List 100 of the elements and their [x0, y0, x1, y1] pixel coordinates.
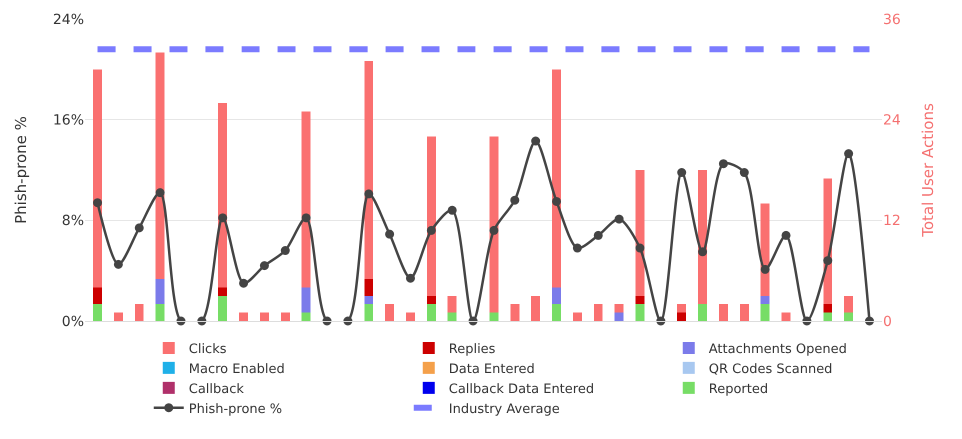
- y2-tick-label: 0: [883, 314, 892, 330]
- bar: [426, 296, 436, 304]
- bar: [760, 296, 770, 304]
- legend-label: Data Entered: [448, 362, 535, 377]
- bar: [718, 304, 728, 321]
- bar: [93, 69, 102, 288]
- bar: [364, 279, 374, 296]
- legend-label: Industry Average: [448, 402, 560, 417]
- bar: [114, 312, 123, 321]
- point: [531, 136, 540, 146]
- bar: [93, 287, 102, 304]
- point: [614, 214, 624, 224]
- bar: [260, 312, 269, 321]
- y-axis-title: Phish-prone %: [12, 116, 30, 224]
- bar: [823, 312, 832, 321]
- legend-label: Replies: [448, 342, 496, 358]
- bar: [552, 287, 562, 304]
- point: [782, 230, 791, 240]
- point: [302, 213, 311, 222]
- point: [280, 246, 290, 256]
- point: [93, 198, 102, 208]
- bar: [572, 312, 582, 321]
- bar: [364, 60, 374, 280]
- bar: [218, 287, 228, 296]
- bar: [844, 312, 854, 321]
- bar: [156, 52, 165, 280]
- bar: [239, 312, 248, 321]
- bar: [302, 287, 311, 313]
- point: [489, 226, 498, 235]
- legend-label: Phish-prone %: [188, 402, 282, 417]
- point: [134, 223, 144, 232]
- bar: [280, 312, 290, 321]
- bar: [531, 296, 540, 321]
- bar: [635, 296, 644, 304]
- y2-tick-label: 24: [883, 112, 901, 129]
- bar: [218, 102, 228, 288]
- legend-label: Attachments Opened: [708, 342, 847, 358]
- point: [698, 247, 708, 256]
- point: [510, 196, 520, 205]
- bar: [760, 304, 770, 321]
- bar: [218, 296, 228, 321]
- bar: [782, 312, 791, 321]
- point: [677, 168, 686, 178]
- bar: [302, 111, 311, 288]
- bar: [302, 312, 311, 321]
- bar: [364, 304, 374, 321]
- bar: [426, 304, 436, 321]
- bar: [677, 312, 686, 321]
- bar: [385, 304, 394, 321]
- bar: [134, 304, 144, 321]
- y2-tick-label: 36: [883, 12, 901, 28]
- bar: [448, 312, 457, 321]
- bar: [156, 304, 165, 321]
- bar: [844, 296, 854, 313]
- bar: [364, 296, 374, 304]
- y-tick-label: 0%: [62, 314, 84, 330]
- bar: [448, 296, 457, 313]
- bar: [823, 304, 832, 313]
- bar: [698, 170, 708, 304]
- bar: [156, 279, 165, 304]
- y2-tick-label: 12: [883, 213, 901, 230]
- point: [239, 278, 248, 288]
- point: [385, 230, 394, 239]
- bar: [93, 304, 102, 321]
- point: [426, 226, 436, 235]
- y-tick-label: 16%: [52, 112, 84, 129]
- bar: [677, 304, 686, 313]
- point: [594, 230, 603, 240]
- legend-label: Callback Data Entered: [448, 382, 594, 397]
- legend-label: Clicks: [188, 342, 227, 358]
- bar: [635, 170, 644, 296]
- bar: [489, 136, 498, 313]
- bar: [552, 69, 562, 288]
- legend-label: Macro Enabled: [188, 362, 285, 377]
- point: [260, 261, 269, 270]
- bar: [614, 312, 624, 321]
- point: [718, 159, 728, 168]
- point: [823, 256, 832, 266]
- legend-label: Callback: [188, 382, 244, 397]
- bar: [406, 312, 415, 321]
- point: [740, 168, 749, 178]
- point: [448, 206, 457, 215]
- point: [552, 196, 562, 206]
- legend-label: Reported: [708, 382, 768, 397]
- bar: [740, 304, 749, 321]
- point: [218, 213, 228, 222]
- bar: [489, 312, 498, 321]
- bar: [552, 304, 562, 321]
- bar: [594, 304, 603, 321]
- bar: [635, 304, 644, 321]
- bar: [698, 304, 708, 321]
- point: [572, 244, 582, 253]
- y-tick-label: 8%: [62, 213, 84, 230]
- point: [156, 188, 165, 198]
- y-tick-label: 24%: [52, 12, 84, 28]
- bar: [426, 136, 436, 296]
- y2-axis-title: Total User Actions: [918, 103, 937, 238]
- point: [760, 264, 770, 274]
- point: [844, 149, 854, 158]
- bar: [510, 304, 520, 321]
